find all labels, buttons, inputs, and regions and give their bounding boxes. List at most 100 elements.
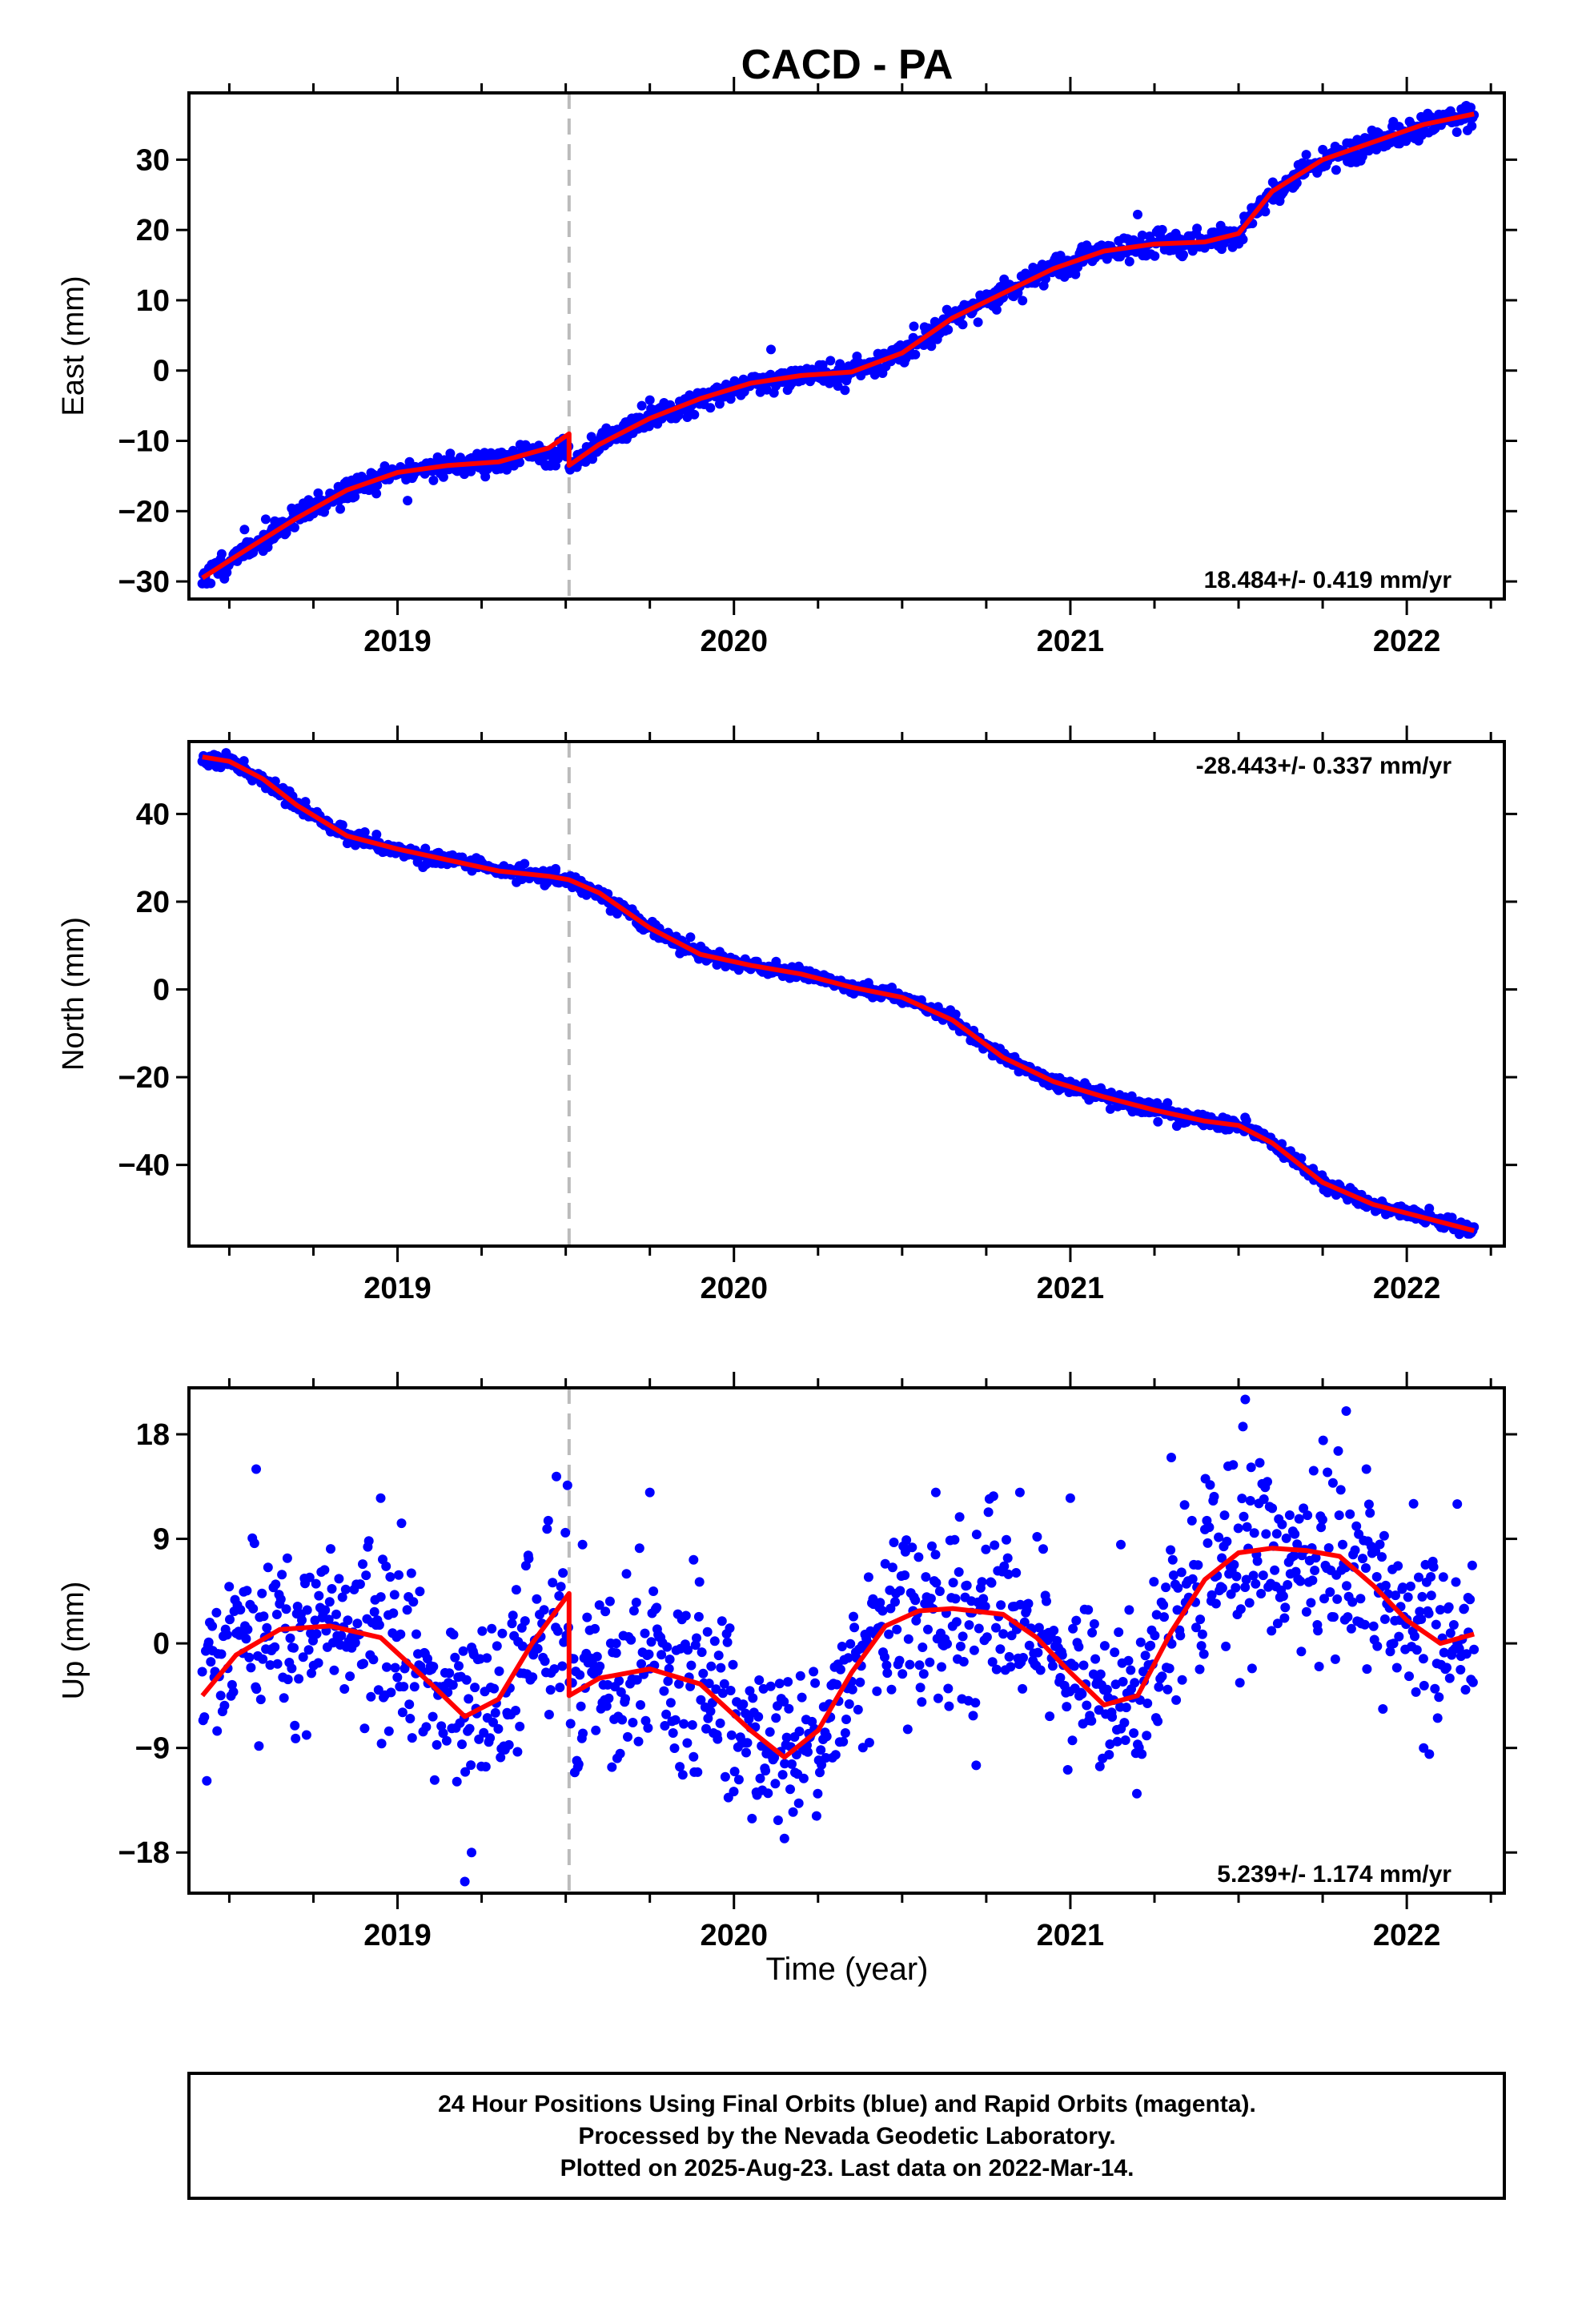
data-point (504, 1739, 514, 1750)
data-point (203, 1637, 214, 1647)
data-point (918, 1669, 929, 1679)
data-point (508, 1610, 518, 1621)
data-point (313, 1658, 323, 1668)
data-point (490, 1707, 500, 1718)
data-point (265, 1660, 275, 1671)
data-point (396, 1629, 406, 1639)
data-point (224, 1582, 235, 1592)
data-point (910, 1595, 921, 1606)
data-point (215, 1691, 226, 1701)
data-point (659, 1686, 669, 1696)
data-point (925, 1657, 935, 1667)
data-point (663, 1676, 673, 1687)
footer-note-line-2: Processed by the Nevada Geodetic Laborat… (578, 2123, 1115, 2149)
data-point (311, 1629, 322, 1639)
data-point (855, 1677, 865, 1687)
data-point (1468, 1677, 1478, 1687)
up-panel: −18 −9 0 9 18 2019 2020 2021 2022 Up (mm) 5.239+/-… (57, 1372, 1517, 1952)
data-point (216, 549, 227, 559)
velocity-rate-label: 18.484+/- 0.419 mm/yr (1204, 567, 1452, 593)
model-fit-line (202, 754, 1475, 1233)
data-point (272, 1659, 283, 1669)
data-point (1118, 1677, 1128, 1687)
figure-title: CACD - PA (741, 42, 954, 88)
data-point (1049, 1626, 1059, 1635)
data-point (1310, 1566, 1320, 1575)
data-point (665, 1655, 675, 1665)
data-point (1214, 1532, 1224, 1542)
data-point (1466, 103, 1476, 113)
data-point (890, 1597, 900, 1607)
data-point (640, 1628, 650, 1638)
data-point (1311, 1553, 1321, 1563)
data-point (403, 496, 413, 506)
data-point (1363, 1499, 1374, 1510)
data-point (634, 1543, 644, 1554)
data-point (249, 1538, 259, 1549)
plot-frame (187, 1386, 1506, 1895)
data-point (1461, 1649, 1472, 1659)
x-axis-label: Time (year) (766, 1952, 929, 1987)
north-panel: −40 −20 0 20 40 2019 2020 2021 2022 North (mm) -28… (57, 726, 1517, 1305)
data-point (1263, 1477, 1272, 1487)
data-point (1018, 1683, 1028, 1694)
data-point (1137, 230, 1147, 240)
data-point (701, 1723, 711, 1734)
data-point (1335, 1485, 1346, 1495)
data-point (405, 1714, 416, 1723)
data-point (995, 1644, 1006, 1655)
data-point (633, 1736, 644, 1747)
data-point (1267, 1503, 1278, 1514)
data-point (1345, 1509, 1355, 1519)
data-point (713, 1734, 723, 1744)
data-point (1187, 1574, 1198, 1584)
data-point (254, 1741, 264, 1751)
data-point (487, 1623, 497, 1634)
plot-frame (187, 91, 1506, 601)
data-point (1124, 256, 1134, 267)
data-point (840, 385, 850, 396)
data-point (693, 1611, 704, 1622)
data-point (480, 1762, 491, 1772)
data-point (282, 1553, 292, 1563)
data-point (1368, 1621, 1379, 1631)
data-point (1270, 1565, 1280, 1575)
data-points (197, 101, 1480, 589)
data-point (1261, 1529, 1271, 1539)
data-point (644, 395, 655, 405)
data-point (1371, 1572, 1382, 1582)
data-point (1078, 1660, 1089, 1671)
data-point (716, 1663, 726, 1673)
data-point (670, 1715, 681, 1725)
data-point (664, 1663, 674, 1674)
data-point (1408, 1498, 1419, 1509)
data-point (892, 1624, 902, 1634)
data-point (1047, 1661, 1058, 1671)
data-point (343, 1615, 353, 1626)
data-point (668, 1728, 678, 1738)
data-point (228, 1687, 239, 1697)
data-point (755, 1773, 765, 1783)
data-point (507, 1618, 517, 1629)
data-point (631, 1598, 641, 1607)
data-point (421, 1722, 432, 1732)
data-point (1361, 1464, 1371, 1474)
data-point (1292, 1539, 1303, 1550)
data-point (289, 522, 299, 533)
data-point (931, 1578, 942, 1588)
data-point (1070, 269, 1081, 279)
y-tick-label: 30 (136, 143, 170, 177)
data-point (517, 1641, 528, 1651)
data-point (607, 1762, 617, 1772)
data-point (747, 1813, 757, 1823)
data-point (934, 1586, 945, 1596)
data-point (1175, 1630, 1186, 1641)
data-point (1090, 1654, 1101, 1664)
data-point (1110, 1647, 1120, 1658)
data-point (489, 1683, 500, 1694)
data-point (303, 495, 314, 505)
data-point (206, 1657, 216, 1667)
data-point (797, 1692, 807, 1703)
data-point (853, 1704, 863, 1715)
data-point (1018, 1653, 1028, 1663)
